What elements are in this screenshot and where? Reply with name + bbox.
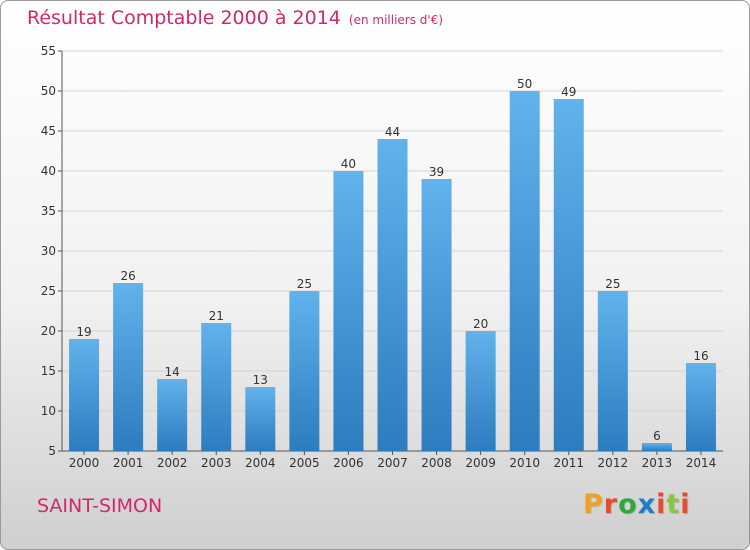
bar [157,379,188,451]
bar [685,363,716,451]
x-tick-labels: 2000 2001 2002 2003 2004 2005 2006 2007 2008 2009… [69,456,716,470]
data-label: 50 [517,77,532,91]
y-tick-labels: 5 10 15 20 25 30 35 40 45 50 55 [41,44,56,458]
y-tick-label: 25 [41,284,56,298]
data-label: 19 [76,325,91,339]
x-tick-label: 2000 [69,456,100,470]
bar [113,283,144,451]
x-tick-label: 2008 [421,456,452,470]
bar [597,291,628,451]
data-label: 25 [297,277,312,291]
logo-letter: i [680,489,691,520]
bar [245,387,276,451]
y-tick-label: 10 [41,404,56,418]
logo-letter: t [666,489,681,520]
bar [421,179,452,451]
logo-letter: o [618,489,638,520]
x-tick-label: 2007 [377,456,408,470]
x-tick-label: 2005 [289,456,320,470]
data-label: 39 [429,165,444,179]
chart-title: Résultat Comptable 2000 à 2014 (en millie… [27,7,443,29]
x-tick-label: 2001 [113,456,144,470]
bar [509,91,540,451]
y-tick-label: 45 [41,124,56,138]
bar [465,331,496,451]
data-label: 44 [385,125,400,139]
y-tick-label: 50 [41,84,56,98]
y-tick-label: 30 [41,244,56,258]
bar [553,99,584,451]
x-tick-label: 2013 [642,456,673,470]
x-tick-label: 2009 [465,456,496,470]
logo-letter: r [603,489,619,520]
bar [333,171,364,451]
proxiti-logo: Proxiti [583,489,691,520]
x-tick-label: 2011 [553,456,584,470]
data-label: 40 [341,157,356,171]
data-labels: 19 26 14 21 13 25 40 44 39 20 50 49 25 6 16 [76,77,708,443]
data-label: 16 [693,349,708,363]
y-tick-label: 5 [48,444,56,458]
y-tick-label: 15 [41,364,56,378]
logo-letter: P [583,489,604,520]
y-tick-label: 20 [41,324,56,338]
x-tick-label: 2010 [509,456,540,470]
x-tick-label: 2012 [598,456,629,470]
title-text: Résultat Comptable 2000 à 2014 [27,7,341,29]
logo-letter: x [637,489,657,520]
x-tick-label: 2004 [245,456,276,470]
data-label: 21 [209,309,224,323]
bar [377,139,408,451]
logo-letter: i [656,489,667,520]
data-label: 25 [605,277,620,291]
bar [641,443,672,451]
data-label: 13 [253,373,268,387]
data-label: 14 [165,365,180,379]
x-tick-label: 2006 [333,456,364,470]
bar [201,323,232,451]
y-tick-label: 55 [41,44,56,58]
data-label: 26 [120,269,135,283]
y-tick-label: 35 [41,204,56,218]
data-label: 49 [561,85,576,99]
x-tick-label: 2003 [201,456,232,470]
subtitle-text: (en milliers d'€) [348,13,444,27]
bars [69,91,716,451]
data-label: 20 [473,317,488,331]
town-name: SAINT-SIMON [37,495,163,517]
bar [289,291,320,451]
bar [69,339,100,451]
y-tick-label: 40 [41,164,56,178]
x-tick-label: 2014 [686,456,717,470]
x-tick-label: 2002 [157,456,188,470]
data-label: 6 [653,429,661,443]
